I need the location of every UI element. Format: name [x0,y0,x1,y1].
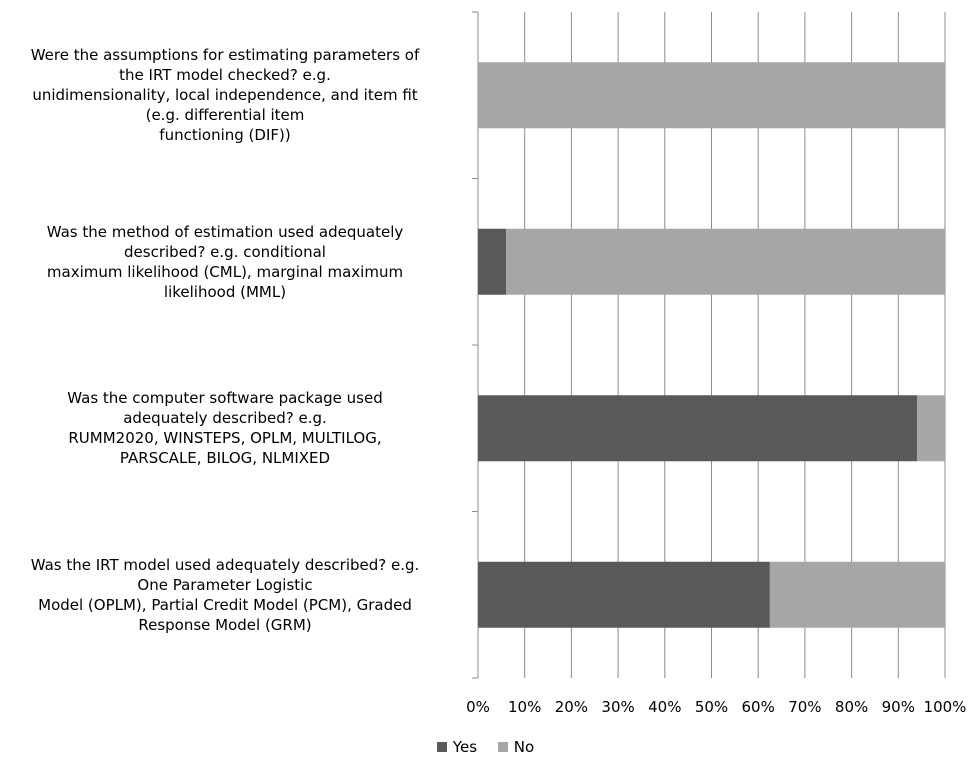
x-tick-label: 100% [924,698,967,716]
x-tick-label: 50% [695,698,728,716]
category-label-line: (e.g. differential item [145,106,305,125]
category-label-line: PARSCALE, BILOG, NLMIXED [119,449,331,468]
category-label-line: Was the method of estimation used adequa… [46,222,404,241]
legend-label-yes: Yes [452,738,478,756]
x-tick-label: 30% [601,698,634,716]
category-label-line: described? e.g. conditional [124,242,326,261]
category-label-line: functioning (DIF)) [159,126,291,145]
category-label: Was the IRT model used adequately descri… [0,555,460,635]
category-label-line: Response Model (GRM) [138,615,312,634]
category-label-line: the IRT model checked? e.g. [119,66,331,85]
category-label: Was the method of estimation used adequa… [0,222,460,302]
category-label-line: Were the assumptions for estimating para… [30,46,420,65]
bar-no [916,395,945,462]
legend-item-no: No [497,738,535,756]
category-label: Were the assumptions for estimating para… [0,45,460,145]
category-label-line: unidimensionality, local independence, a… [32,86,418,105]
category-label: Was the computer software package used ad… [0,388,460,468]
x-tick-label: 70% [788,698,821,716]
x-tick-label: 0% [466,698,490,716]
bar-no [506,228,945,295]
category-label-line: Was the IRT model used adequately descri… [30,555,420,574]
x-tick-label: 10% [508,698,541,716]
category-label-line: Model (OPLM), Partial Credit Model (PCM)… [38,595,412,614]
category-label-line: likelihood (MML) [163,282,287,301]
x-tick-label: 20% [555,698,588,716]
legend-label-no: No [513,738,535,756]
x-tick-label: 90% [882,698,915,716]
category-label-line: adequately described? e.g. [123,409,327,428]
x-tick-label: 60% [742,698,775,716]
category-label-line: One Parameter Logistic [137,575,313,594]
x-tick-label: 40% [648,698,681,716]
bar-no [478,62,945,129]
legend: Yes No [0,738,971,756]
category-label-line: Was the computer software package used [67,389,383,408]
bar-no [769,561,945,628]
bar-yes [478,561,770,628]
bar-yes [478,228,507,295]
bar-yes [478,395,917,462]
legend-item-yes: Yes [436,738,478,756]
legend-swatch-no [497,742,508,752]
legend-swatch-yes [436,742,447,752]
category-label-line: RUMM2020, WINSTEPS, OPLM, MULTILOG, [68,429,382,448]
x-tick-label: 80% [835,698,868,716]
category-label-line: maximum likelihood (CML), marginal maxim… [46,262,404,281]
